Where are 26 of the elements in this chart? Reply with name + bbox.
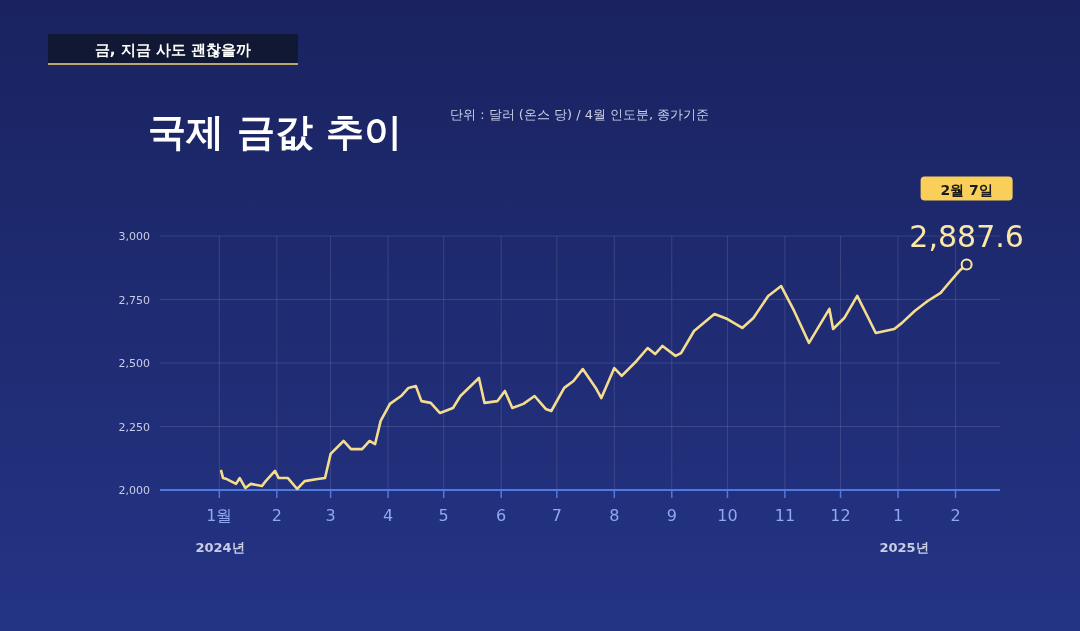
x-tick-label: 12 [830,506,851,525]
x-tick-label: 11 [774,506,796,525]
y-tick-label: 3,000 [118,230,150,243]
x-tick-label: 4 [382,506,394,525]
x-tick-label: 8 [609,506,620,525]
chart-title: 국제 금값 추이 [148,110,403,154]
y-tick-label: 2,250 [118,420,150,434]
x-tick-label: 1 [892,506,904,525]
y-tick-label: 2,000 [118,484,150,497]
x-tick-label: 9 [666,506,677,525]
x-tick-label: 2 [271,506,282,525]
y-tick-label: 2,500 [118,357,150,370]
text: 금, 지금 사도 괜찮을까 [94,41,252,59]
text: 2025년 [879,540,929,555]
x-tick-label: 10 [717,506,738,525]
x-tick-label: 1월 [206,506,233,525]
text: 2024년 [195,540,245,555]
x-tick-label: 6 [496,506,507,525]
y-tick-label: 2,750 [118,293,150,307]
text: 2월 7일 [940,181,993,198]
x-tick-label: 7 [551,506,562,525]
x-tick-label: 5 [438,506,449,525]
data-label: 2,887.6 [909,218,1024,254]
x-tick-label: 3 [325,506,336,525]
chart-subtitle: 단위 : 달러 (온스 당) / 4월 인도분, 종가기준 [450,107,710,122]
x-tick-label: 2 [950,506,961,525]
